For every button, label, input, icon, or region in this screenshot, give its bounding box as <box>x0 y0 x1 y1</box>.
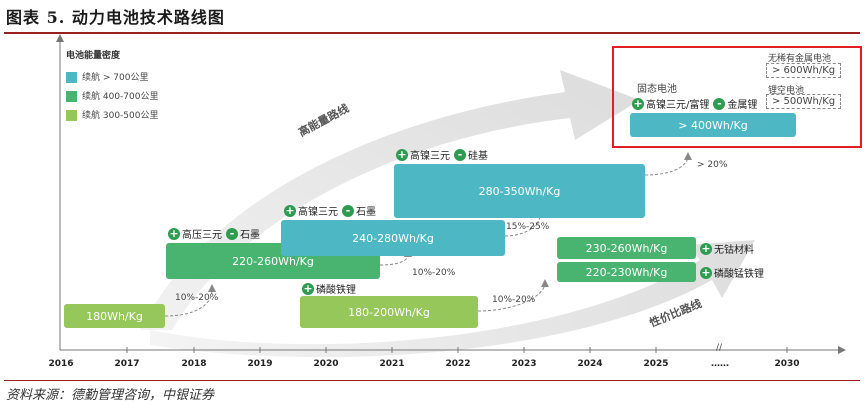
high-energy-arrow <box>140 70 640 330</box>
minus-icon: - <box>226 227 238 240</box>
year-label: 2017 <box>114 359 140 369</box>
plus-icon: + <box>302 282 314 295</box>
box-280-350: 280-350Wh/Kg <box>394 164 645 218</box>
growth-label: > 20% <box>697 160 728 170</box>
plus-icon: + <box>284 204 296 217</box>
tag-label: 高镍三元/富锂 <box>646 100 710 111</box>
tag-label: 磷酸锰铁锂 <box>714 269 764 280</box>
title-divider <box>4 32 860 34</box>
source-note: 资料来源：德勤管理咨询，中银证券 <box>6 388 215 403</box>
growth-label: 10%-20% <box>175 293 219 303</box>
year-label: 2022 <box>445 359 471 369</box>
tag-gaonie-shimo: + 高镍三元 - 石墨 <box>284 203 376 218</box>
tag-label: 高镍三元 <box>410 151 450 162</box>
growth-label: 15%-25% <box>506 222 550 232</box>
x-axis-ticks <box>126 347 788 353</box>
tag-label: 硅基 <box>468 151 488 162</box>
legend-label: 续航 > 700公里 <box>82 73 149 83</box>
box-180-200: 180-200Wh/Kg <box>300 296 478 328</box>
box-400: > 400Wh/Kg <box>630 113 796 137</box>
year-label: …… <box>711 359 729 369</box>
tag-label: 石墨 <box>356 207 376 218</box>
box-220-230: 220-230Wh/Kg <box>557 262 696 282</box>
legend-item-lightgreen: 续航 300-500公里 <box>66 110 158 122</box>
plus-icon: + <box>700 242 712 255</box>
legend-label: 续航 400-700公里 <box>82 92 159 102</box>
tag-label: 金属锂 <box>727 100 758 111</box>
future-tech-highlight <box>612 46 862 148</box>
rare-metal-free-label: 无稀有金属电池 <box>768 54 832 64</box>
legend-swatch-green <box>66 91 77 102</box>
box-180: 180Wh/Kg <box>64 304 165 328</box>
tag-label: 高压三元 <box>182 230 222 241</box>
legend-label: 续航 300-500公里 <box>82 111 159 121</box>
solid-state-label: 固态电池 <box>637 84 677 95</box>
tag-label: 高镍三元 <box>298 207 338 218</box>
legend-swatch-lightgreen <box>66 110 77 121</box>
minus-icon: - <box>342 204 354 217</box>
plus-icon: + <box>700 266 712 279</box>
growth-label: 10%-20% <box>492 295 536 305</box>
legend-item-teal: 续航 > 700公里 <box>66 72 148 84</box>
figure-title: 图表 5. 动力电池技术路线图 <box>6 8 225 27</box>
plus-icon: + <box>396 148 408 161</box>
tag-linsuan: + 磷酸铁锂 <box>302 281 356 296</box>
tag-wugu: + 无钴材料 <box>700 241 754 256</box>
year-label: 2020 <box>313 359 339 369</box>
li-air-label: 锂空电池 <box>768 86 805 96</box>
y-axis-arrowhead <box>56 34 64 42</box>
y-axis-label: 电池能量密度 <box>66 51 121 61</box>
year-label: 2023 <box>511 359 537 369</box>
year-label: 2018 <box>181 359 207 369</box>
tag-gaoya-shimo: + 高压三元 - 石墨 <box>168 226 260 241</box>
plus-icon: + <box>168 227 180 240</box>
minus-icon: - <box>713 97 726 110</box>
tag-linsuanmeng: + 磷酸锰铁锂 <box>700 265 764 280</box>
tag-gaonie-guiji: + 高镍三元 - 硅基 <box>396 147 488 162</box>
year-label: 2019 <box>247 359 273 369</box>
rare-metal-free-value: > 600Wh/Kg <box>766 63 842 78</box>
legend-swatch-teal <box>66 72 77 83</box>
tag-label: 磷酸铁锂 <box>316 285 356 296</box>
li-air-value: > 500Wh/Kg <box>766 94 842 109</box>
year-label: 2021 <box>379 359 405 369</box>
tag-label: 无钴材料 <box>714 245 754 256</box>
x-axis-arrowhead <box>838 346 846 354</box>
tag-label: 石墨 <box>240 230 260 241</box>
minus-icon: - <box>454 148 466 161</box>
box-240-280: 240-280Wh/Kg <box>281 220 505 256</box>
year-label: 2025 <box>643 359 669 369</box>
year-label: 2030 <box>774 359 800 369</box>
box-230-260: 230-260Wh/Kg <box>557 237 696 259</box>
footer-divider <box>4 380 860 381</box>
legend-item-green: 续航 400-700公里 <box>66 91 158 103</box>
year-label: 2024 <box>577 359 603 369</box>
plus-icon: + <box>632 97 644 110</box>
axis-break-mark: // <box>716 343 723 353</box>
year-label: 2016 <box>48 359 74 369</box>
growth-label: 10%-20% <box>412 268 456 278</box>
tag-gaonie-fuli-jinshu: + 高镍三元/富锂 - 金属锂 <box>632 96 757 111</box>
